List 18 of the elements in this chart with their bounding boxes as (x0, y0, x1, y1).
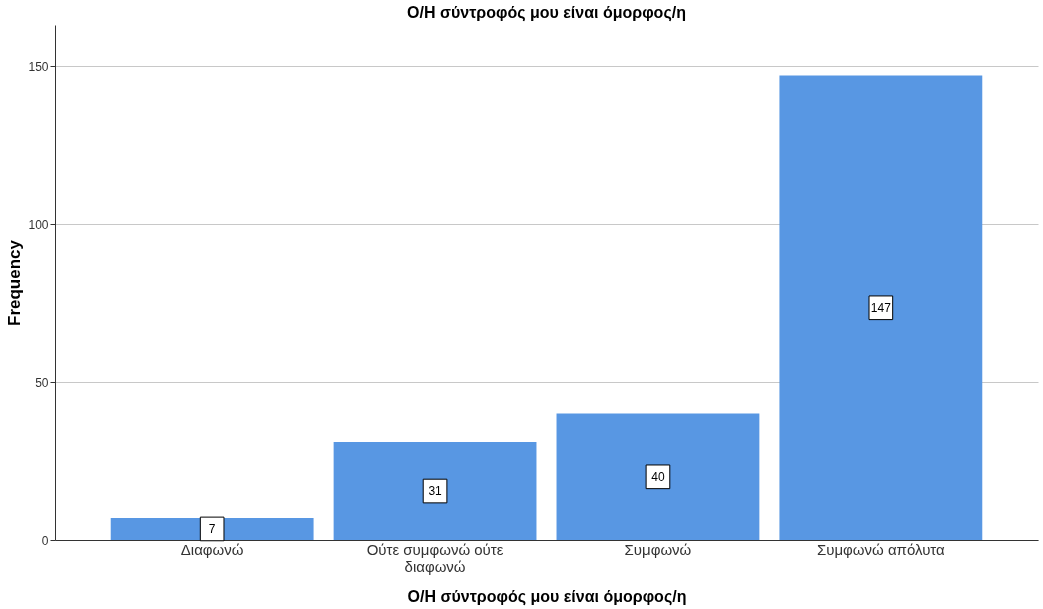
x-axis-title: Ο/Η σύντροφός μου είναι όμορφος/η (407, 587, 687, 606)
y-tick-label: 100 (28, 217, 49, 232)
bar (333, 442, 537, 540)
chart-title: Ο/Η σύντροφός μου είναι όμορφος/η (407, 4, 686, 22)
y-tick-label: 0 (41, 533, 49, 548)
y-axis-title: Frequency (5, 239, 25, 326)
x-tick-label: Συμφωνώ απόλυτα (816, 540, 946, 558)
x-tick-label: Ούτε συμφωνώ ούτε διαφωνώ (366, 540, 504, 575)
bar (779, 75, 983, 540)
data-label: 40 (651, 469, 665, 484)
data-label: 7 (208, 521, 216, 536)
y-tick-label: 150 (28, 59, 49, 74)
x-tick-label: Διαφωνώ (180, 540, 244, 558)
x-tick-label: Συμφωνώ (624, 540, 692, 558)
y-tick-label: 50 (35, 375, 49, 390)
data-label: 31 (428, 484, 443, 499)
bar (556, 413, 760, 540)
data-label: 147 (870, 300, 892, 315)
